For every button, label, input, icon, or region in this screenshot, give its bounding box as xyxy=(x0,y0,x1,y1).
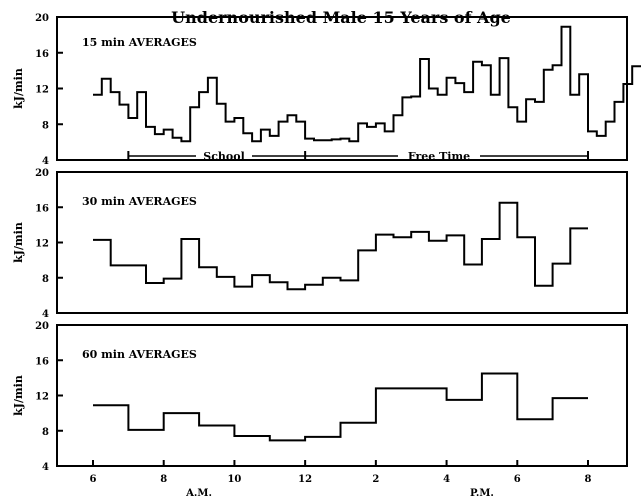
y-tick-label: 20 xyxy=(35,168,49,179)
pm-label: P.M. xyxy=(470,488,494,499)
free-time-label: Free Time xyxy=(408,150,470,163)
step-series-line xyxy=(93,25,641,143)
x-tick-label: 10 xyxy=(227,474,241,485)
y-tick-label: 12 xyxy=(35,392,49,403)
panel-1: 4 8 12 16 20 kJ/min 15 min AVERAGES xyxy=(12,13,641,167)
step-series-line xyxy=(93,201,588,291)
y-tick-label: 12 xyxy=(35,85,49,96)
panel-frame xyxy=(56,324,628,467)
panels-group: 4 8 12 16 20 kJ/min 15 min AVERAGES 4 8 12 16 20 kJ/… xyxy=(12,13,641,473)
y-tick-label: 8 xyxy=(42,120,49,131)
y-tick-label: 20 xyxy=(35,321,49,332)
y-axis-label: kJ/min xyxy=(12,68,25,109)
x-tick-label: 4 xyxy=(443,474,450,485)
panel-3: 4 8 12 16 20 kJ/min 60 min AVERAGES xyxy=(12,321,628,473)
am-label: A.M. xyxy=(185,488,212,499)
panel-label: 30 min AVERAGES xyxy=(82,195,197,208)
x-tick-label: 6 xyxy=(514,474,521,485)
y-tick-label: 16 xyxy=(35,356,49,367)
y-tick-label: 4 xyxy=(42,156,49,167)
panel-label: 15 min AVERAGES xyxy=(82,36,197,49)
step-series-line xyxy=(93,372,588,442)
y-tick-label: 8 xyxy=(42,427,49,438)
activity-annotation: School Free Time xyxy=(127,150,589,163)
x-axis: 6 8 10 12 2 4 6 8 A.M. P.M. xyxy=(90,460,592,499)
y-tick-label: 8 xyxy=(42,274,49,285)
school-label: School xyxy=(203,150,245,163)
panel-frame xyxy=(56,171,628,314)
y-tick-label: 20 xyxy=(35,13,49,24)
y-axis-label: kJ/min xyxy=(12,222,25,263)
y-axis-label: kJ/min xyxy=(12,375,25,416)
x-tick-label: 8 xyxy=(585,474,592,485)
x-tick-label: 8 xyxy=(160,474,167,485)
x-tick-label: 6 xyxy=(90,474,97,485)
panel-2: 4 8 12 16 20 kJ/min 30 min AVERAGES xyxy=(12,168,628,320)
y-tick-label: 16 xyxy=(35,49,49,60)
y-tick-label: 16 xyxy=(35,203,49,214)
panel-label: 60 min AVERAGES xyxy=(82,348,197,361)
x-tick-label: 12 xyxy=(298,474,312,485)
y-tick-label: 4 xyxy=(42,462,49,473)
y-tick-label: 4 xyxy=(42,309,49,320)
x-tick-label: 2 xyxy=(372,474,379,485)
y-tick-label: 12 xyxy=(35,239,49,250)
